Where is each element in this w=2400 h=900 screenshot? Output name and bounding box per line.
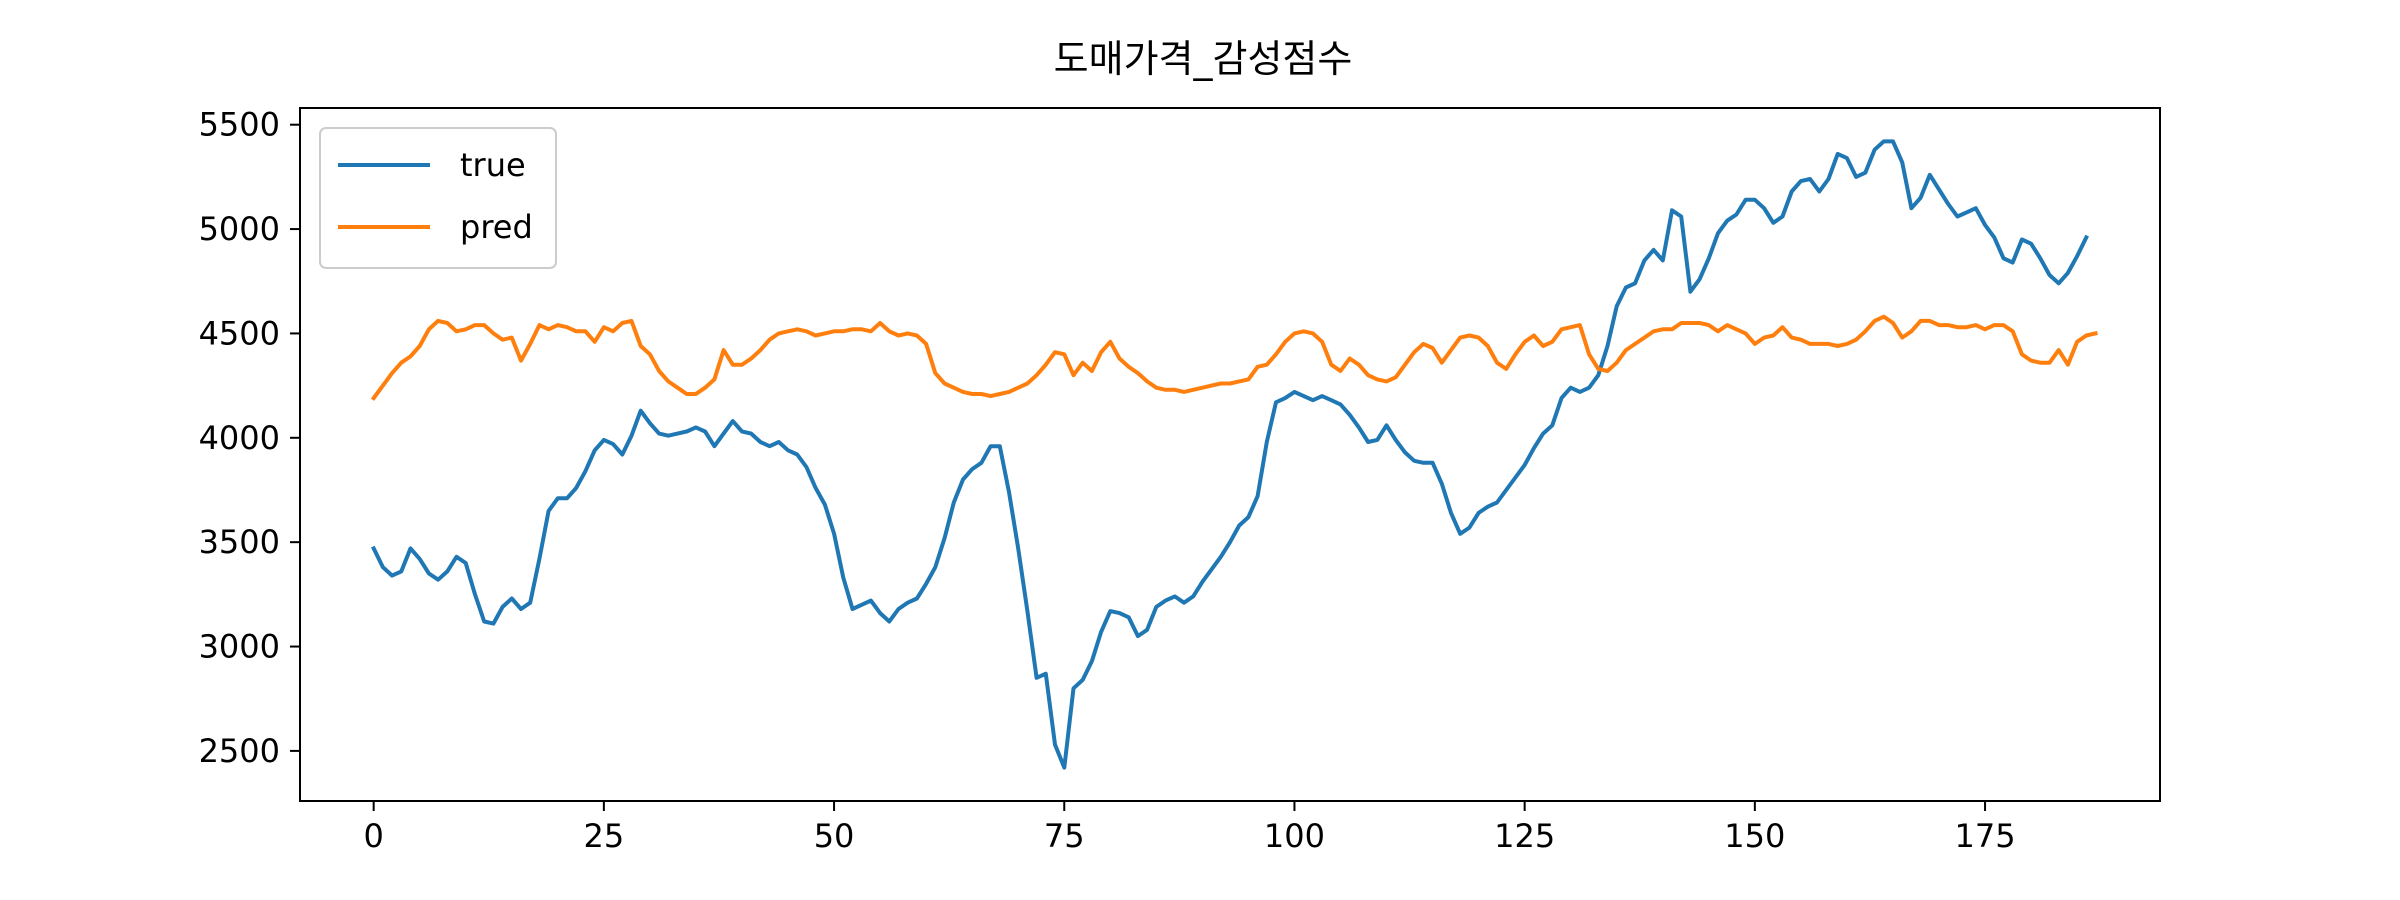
y-tick-label: 2500 [199,732,280,770]
y-tick-label: 5500 [199,106,280,144]
plot-frame [299,107,2161,802]
x-tick-label: 150 [1724,817,1785,855]
legend: true pred [319,127,557,269]
x-tick-label: 175 [1955,817,2016,855]
legend-label-true: true [460,146,526,184]
series-line-true [371,139,2089,770]
axes-layer: 0 25 50 75 100 125 150 175 2500 3000 3500 4000 4500 5… [199,106,2016,855]
x-tick-label: 50 [814,817,855,855]
x-tick-label: 100 [1264,817,1325,855]
series-layer [370,139,2098,770]
y-tick-label: 4000 [199,419,280,457]
x-tick-label: 0 [363,817,383,855]
x-tick-label: 75 [1044,817,1085,855]
y-tick-label: 3000 [199,628,280,666]
legend-label-pred: pred [460,208,533,246]
y-tick-label: 5000 [199,210,280,248]
x-tick-label: 25 [584,817,625,855]
x-tick-label: 125 [1494,817,1555,855]
chart-title: 도매가격_감성점수 [1054,37,1353,81]
y-tick-label: 3500 [199,523,280,561]
y-tick-label: 4500 [199,314,280,352]
series-line-pred [370,314,2098,401]
